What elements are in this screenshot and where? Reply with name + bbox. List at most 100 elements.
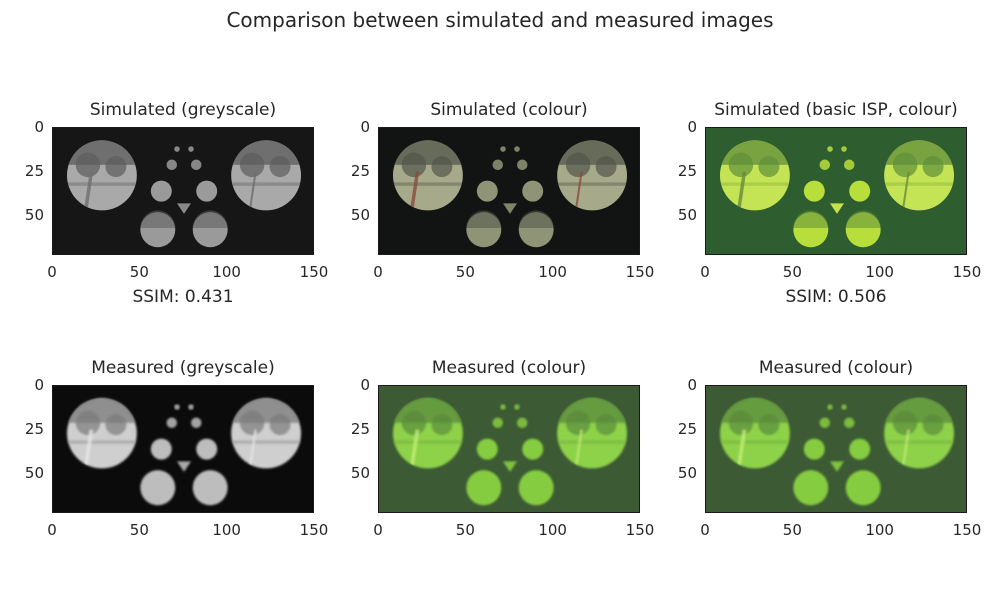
triangle-marker <box>503 203 517 214</box>
y-tick-label: 25 <box>677 161 697 180</box>
scene <box>706 386 966 512</box>
x-tick-label: 100 <box>865 263 894 281</box>
x-tick-label: 50 <box>129 263 149 281</box>
triangle-marker <box>830 461 844 472</box>
tiny-disc <box>174 146 180 152</box>
tiny-disc <box>166 417 178 429</box>
medium-disc <box>793 470 829 506</box>
figure-title: Comparison between simulated and measure… <box>226 8 774 32</box>
small-disc <box>196 438 218 460</box>
x-tick-label: 150 <box>299 521 329 539</box>
small-disc <box>476 180 498 202</box>
image-panel: Measured (colour) 0 25 50 0 50 100 150 <box>351 358 654 539</box>
image-frame <box>705 385 967 513</box>
image-frame <box>52 127 314 255</box>
triangle-marker <box>830 203 844 214</box>
x-tick-label: 50 <box>455 263 475 281</box>
small-disc <box>196 180 218 202</box>
tiny-disc <box>188 146 194 152</box>
triangle-marker <box>503 461 517 472</box>
x-tick-label: 150 <box>299 263 329 281</box>
small-disc <box>522 180 544 202</box>
panel-title: Simulated (basic ISP, colour) <box>714 100 958 120</box>
medium-disc <box>466 470 502 506</box>
x-tick-label: 50 <box>455 521 475 539</box>
x-tick-label: 150 <box>625 521 655 539</box>
x-tick-label: 0 <box>373 521 383 539</box>
tiny-disc <box>819 159 831 171</box>
small-disc <box>522 438 544 460</box>
x-tick-label: 50 <box>782 521 802 539</box>
tiny-disc <box>843 417 855 429</box>
x-tick-label: 150 <box>952 521 982 539</box>
y-tick-label: 50 <box>677 205 697 224</box>
y-tick-label: 50 <box>350 463 370 482</box>
x-tick-label: 0 <box>47 263 57 281</box>
small-disc <box>803 438 825 460</box>
ssim-label: SSIM: 0.431 <box>132 287 234 307</box>
x-tick-label: 100 <box>865 521 894 539</box>
x-tick-label: 0 <box>700 521 710 539</box>
triangle-marker <box>177 203 191 214</box>
tiny-disc <box>492 159 504 171</box>
image-panel: Measured (colour) 0 25 50 0 50 100 150 <box>678 358 981 539</box>
tiny-disc <box>514 146 520 152</box>
y-tick-label: 50 <box>24 463 44 482</box>
y-tick-label: 0 <box>34 376 44 394</box>
panel-title: Measured (greyscale) <box>91 358 275 378</box>
y-tick-label: 50 <box>350 205 370 224</box>
panel-title: Simulated (greyscale) <box>89 100 277 120</box>
small-disc <box>849 180 871 202</box>
panel-title: Measured (colour) <box>758 358 914 378</box>
scene <box>53 128 313 254</box>
tiny-disc <box>492 417 504 429</box>
tiny-disc <box>841 146 847 152</box>
tiny-disc <box>516 159 528 171</box>
panel-title: Measured (colour) <box>431 358 587 378</box>
scene <box>379 128 639 254</box>
x-tick-label: 100 <box>212 521 241 539</box>
tiny-disc <box>841 404 847 410</box>
medium-disc <box>192 470 228 506</box>
tiny-disc <box>514 404 520 410</box>
tiny-disc <box>190 417 202 429</box>
x-tick-label: 100 <box>538 263 567 281</box>
tiny-disc <box>190 159 202 171</box>
image-panel: Measured (greyscale) 0 25 50 0 50 100 150 <box>25 358 328 539</box>
small-disc <box>476 438 498 460</box>
panel-title: Simulated (colour) <box>430 100 588 120</box>
x-tick-label: 150 <box>625 263 655 281</box>
scene <box>379 386 639 512</box>
x-tick-label: 50 <box>782 263 802 281</box>
x-tick-label: 0 <box>700 263 710 281</box>
image-frame <box>378 127 640 255</box>
y-tick-label: 50 <box>677 463 697 482</box>
x-tick-label: 150 <box>952 263 982 281</box>
y-tick-label: 0 <box>360 118 370 136</box>
medium-disc <box>845 470 881 506</box>
tiny-disc <box>516 417 528 429</box>
y-tick-label: 0 <box>34 118 44 136</box>
tiny-disc <box>188 404 194 410</box>
small-disc <box>803 180 825 202</box>
y-tick-label: 25 <box>24 161 44 180</box>
tiny-disc <box>166 159 178 171</box>
scene <box>706 128 966 254</box>
x-tick-label: 100 <box>538 521 567 539</box>
tiny-disc <box>174 404 180 410</box>
tiny-disc <box>843 159 855 171</box>
x-tick-label: 50 <box>129 521 149 539</box>
medium-disc <box>140 470 176 506</box>
image-panel: Simulated (basic ISP, colour) 0 25 50 0 50 100… <box>678 100 981 307</box>
small-disc <box>150 180 172 202</box>
tiny-disc <box>500 404 506 410</box>
tiny-disc <box>500 146 506 152</box>
triangle-marker <box>177 461 191 472</box>
x-tick-label: 100 <box>212 263 241 281</box>
x-tick-label: 0 <box>373 263 383 281</box>
tiny-disc <box>827 146 833 152</box>
image-panel: Simulated (greyscale) 0 25 50 0 50 100 150 SSIM:… <box>25 100 328 307</box>
x-tick-label: 0 <box>47 521 57 539</box>
y-tick-label: 0 <box>360 376 370 394</box>
small-disc <box>150 438 172 460</box>
